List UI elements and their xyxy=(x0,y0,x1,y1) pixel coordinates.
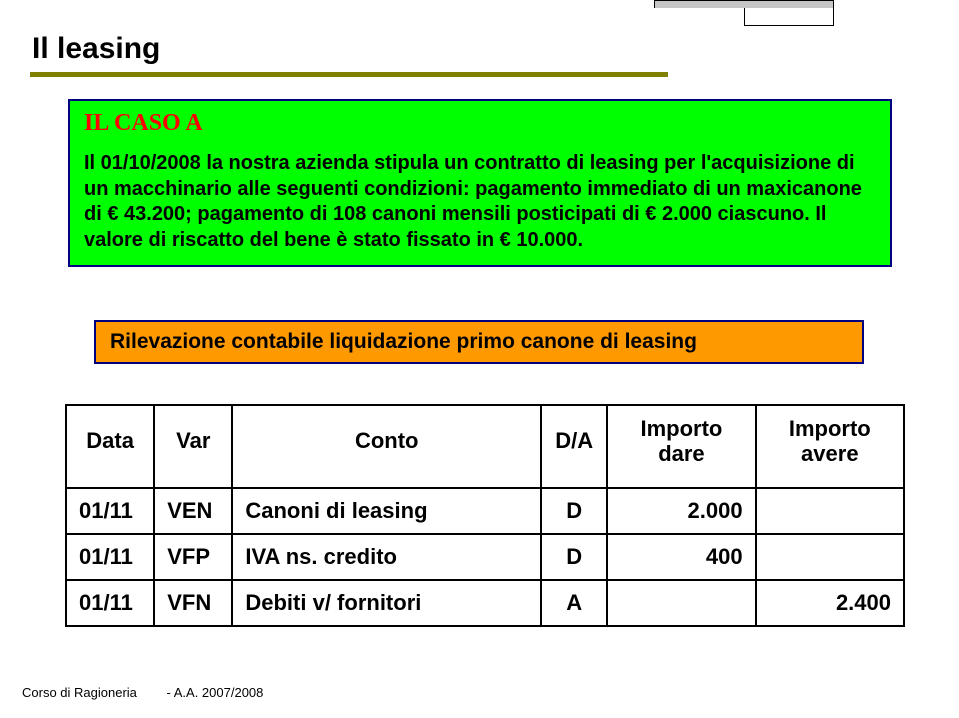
cell-conto: Canoni di leasing xyxy=(232,488,541,534)
page-title: Il leasing xyxy=(32,32,160,66)
table-row: 01/11 VEN Canoni di leasing D 2.000 xyxy=(66,488,904,534)
footer: Corso di Ragioneria - A.A. 2007/2008 xyxy=(22,685,279,700)
th-data: Data xyxy=(66,405,154,488)
th-avere-l2: avere xyxy=(801,441,859,466)
cell-var: VEN xyxy=(154,488,232,534)
cell-dare xyxy=(607,580,755,626)
cell-data: 01/11 xyxy=(66,534,154,580)
title-underline xyxy=(30,72,668,77)
cell-avere: 2.400 xyxy=(756,580,904,626)
cell-data: 01/11 xyxy=(66,580,154,626)
th-avere: Importo avere xyxy=(756,405,904,488)
th-var: Var xyxy=(154,405,232,488)
th-da: D/A xyxy=(541,405,607,488)
cell-conto: Debiti v/ fornitori xyxy=(232,580,541,626)
accounting-table: Data Var Conto D/A Importo dare Importo … xyxy=(65,404,905,627)
table-row: 01/11 VFP IVA ns. credito D 400 xyxy=(66,534,904,580)
th-dare: Importo dare xyxy=(607,405,755,488)
cell-da: A xyxy=(541,580,607,626)
cell-var: VFN xyxy=(154,580,232,626)
th-dare-l2: dare xyxy=(658,441,704,466)
th-conto: Conto xyxy=(232,405,541,488)
th-avere-l1: Importo xyxy=(789,416,871,441)
cell-var: VFP xyxy=(154,534,232,580)
cell-conto: IVA ns. credito xyxy=(232,534,541,580)
header-decor-box xyxy=(744,8,834,26)
cell-data: 01/11 xyxy=(66,488,154,534)
section-label: Rilevazione contabile liquidazione primo… xyxy=(94,320,864,364)
cell-dare: 2.000 xyxy=(607,488,755,534)
th-dare-l1: Importo xyxy=(640,416,722,441)
cell-da: D xyxy=(541,534,607,580)
footer-right: - A.A. 2007/2008 xyxy=(167,685,264,700)
cell-avere xyxy=(756,488,904,534)
cell-dare: 400 xyxy=(607,534,755,580)
cell-avere xyxy=(756,534,904,580)
cell-da: D xyxy=(541,488,607,534)
footer-left: Corso di Ragioneria xyxy=(22,685,137,700)
case-box: IL CASO A Il 01/10/2008 la nostra aziend… xyxy=(68,99,892,267)
table-row: 01/11 VFN Debiti v/ fornitori A 2.400 xyxy=(66,580,904,626)
table-header-row: Data Var Conto D/A Importo dare Importo … xyxy=(66,405,904,488)
header-decor-bar xyxy=(654,0,834,8)
case-heading: IL CASO A xyxy=(84,110,876,137)
case-body: Il 01/10/2008 la nostra azienda stipula … xyxy=(84,151,876,253)
